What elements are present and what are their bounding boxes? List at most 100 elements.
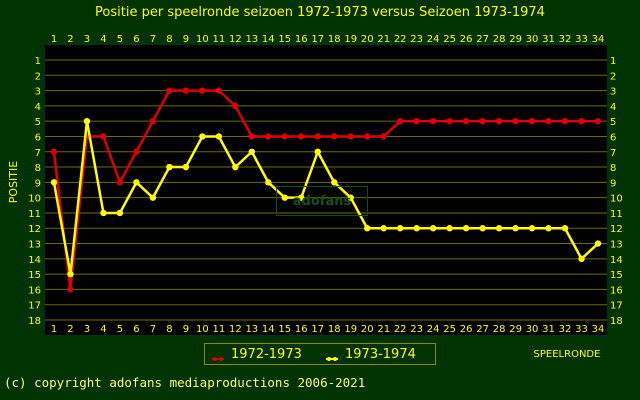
- x-tick-top-12: 12: [229, 34, 242, 45]
- point-1972-1973-32: [561, 117, 569, 125]
- point-1973-1974-16: [298, 194, 305, 201]
- x-tick-bottom-3: 3: [84, 324, 90, 335]
- y-tick-right-10: 10: [610, 194, 623, 205]
- x-tick-bottom-11: 11: [212, 324, 225, 335]
- point-1972-1973-22: [396, 117, 404, 125]
- y-tick-left-9: 9: [35, 178, 41, 189]
- x-axis-label: SPEELRONDE: [534, 349, 601, 360]
- y-tick-left-2: 2: [35, 71, 41, 82]
- x-tick-top-7: 7: [150, 34, 156, 45]
- point-1973-1974-17: [314, 148, 321, 155]
- copyright-text: (c) copyright adofans mediaproductions 2…: [4, 375, 366, 390]
- x-tick-bottom-18: 18: [328, 324, 341, 335]
- x-tick-bottom-28: 28: [493, 324, 506, 335]
- x-tick-bottom-2: 2: [67, 324, 73, 335]
- x-tick-top-4: 4: [100, 34, 106, 45]
- y-tick-left-11: 11: [28, 209, 41, 220]
- x-tick-top-13: 13: [245, 34, 258, 45]
- x-tick-bottom-32: 32: [559, 324, 572, 335]
- y-tick-left-17: 17: [28, 301, 41, 312]
- x-tick-top-8: 8: [166, 34, 172, 45]
- point-1972-1973-8: [166, 87, 173, 94]
- x-tick-bottom-5: 5: [117, 324, 123, 335]
- x-tick-bottom-34: 34: [592, 324, 605, 335]
- point-1972-1973-21: [380, 133, 387, 140]
- point-1972-1973-34: [594, 117, 602, 125]
- point-1973-1974-32: [561, 225, 569, 232]
- y-tick-left-18: 18: [28, 316, 41, 327]
- point-1972-1973-16: [298, 133, 305, 140]
- point-1972-1973-26: [462, 117, 470, 125]
- point-1972-1973-10: [199, 87, 206, 94]
- x-tick-bottom-1: 1: [51, 324, 57, 335]
- x-tick-top-10: 10: [196, 34, 209, 45]
- y-tick-right-6: 6: [610, 132, 616, 143]
- x-tick-top-11: 11: [212, 34, 225, 45]
- point-1973-1974-34: [594, 240, 602, 247]
- x-tick-top-31: 31: [542, 34, 555, 45]
- x-tick-bottom-33: 33: [575, 324, 588, 335]
- point-1973-1974-2: [67, 270, 74, 278]
- point-1972-1973-15: [281, 133, 288, 140]
- point-1973-1974-20: [364, 225, 371, 232]
- x-tick-top-22: 22: [394, 34, 407, 45]
- x-tick-top-30: 30: [526, 34, 539, 45]
- y-tick-right-7: 7: [610, 148, 616, 159]
- x-tick-bottom-25: 25: [443, 324, 456, 335]
- series-1973-1974: [50, 117, 602, 278]
- y-tick-right-4: 4: [610, 102, 616, 113]
- x-tick-top-29: 29: [509, 34, 522, 45]
- point-1972-1973-4: [100, 133, 107, 140]
- point-1973-1974-4: [100, 209, 107, 217]
- point-1972-1973-12: [232, 102, 239, 110]
- x-tick-bottom-30: 30: [526, 324, 539, 335]
- point-1972-1973-14: [265, 133, 272, 140]
- x-tick-bottom-29: 29: [509, 324, 522, 335]
- x-tick-top-26: 26: [460, 34, 473, 45]
- x-tick-top-20: 20: [361, 34, 374, 45]
- x-tick-bottom-15: 15: [278, 324, 291, 335]
- point-1973-1974-30: [528, 225, 536, 232]
- x-tick-top-24: 24: [427, 34, 440, 45]
- point-1973-1974-26: [462, 225, 470, 232]
- point-1972-1973-1: [50, 148, 58, 155]
- point-1973-1974-6: [133, 179, 140, 186]
- x-tick-top-14: 14: [262, 34, 275, 45]
- watermark: adofans: [276, 186, 368, 216]
- point-1973-1974-15: [281, 194, 288, 201]
- point-1973-1974-13: [248, 148, 256, 155]
- x-tick-top-27: 27: [476, 34, 489, 45]
- y-tick-left-12: 12: [28, 224, 41, 235]
- x-tick-top-2: 2: [67, 34, 73, 45]
- y-tick-right-3: 3: [610, 87, 616, 98]
- point-1972-1973-20: [364, 133, 371, 140]
- series-line-1973-1974: [52, 119, 599, 276]
- y-tick-right-1: 1: [610, 56, 616, 67]
- point-1972-1973-28: [495, 117, 503, 125]
- legend: 1972-1973 1973-1974: [204, 343, 436, 365]
- y-tick-right-5: 5: [610, 117, 616, 128]
- x-tick-bottom-4: 4: [100, 324, 106, 335]
- y-tick-left-6: 6: [35, 132, 41, 143]
- x-tick-bottom-14: 14: [262, 324, 275, 335]
- x-tick-bottom-24: 24: [427, 324, 440, 335]
- y-tick-left-7: 7: [35, 148, 41, 159]
- y-tick-left-14: 14: [28, 255, 41, 266]
- x-tick-top-19: 19: [344, 34, 357, 45]
- x-tick-bottom-6: 6: [133, 324, 139, 335]
- point-1972-1973-30: [528, 117, 536, 125]
- y-tick-right-18: 18: [610, 316, 623, 327]
- x-tick-bottom-23: 23: [410, 324, 423, 335]
- x-tick-bottom-20: 20: [361, 324, 374, 335]
- point-1973-1974-10: [199, 133, 206, 140]
- point-1973-1974-12: [232, 163, 239, 171]
- x-tick-bottom-8: 8: [166, 324, 172, 335]
- point-1973-1974-33: [578, 255, 585, 263]
- y-tick-left-16: 16: [28, 285, 41, 296]
- x-tick-top-25: 25: [443, 34, 456, 45]
- plot-area: [45, 45, 607, 335]
- y-tick-right-14: 14: [610, 255, 623, 266]
- point-1973-1974-28: [495, 225, 503, 232]
- x-tick-bottom-10: 10: [196, 324, 209, 335]
